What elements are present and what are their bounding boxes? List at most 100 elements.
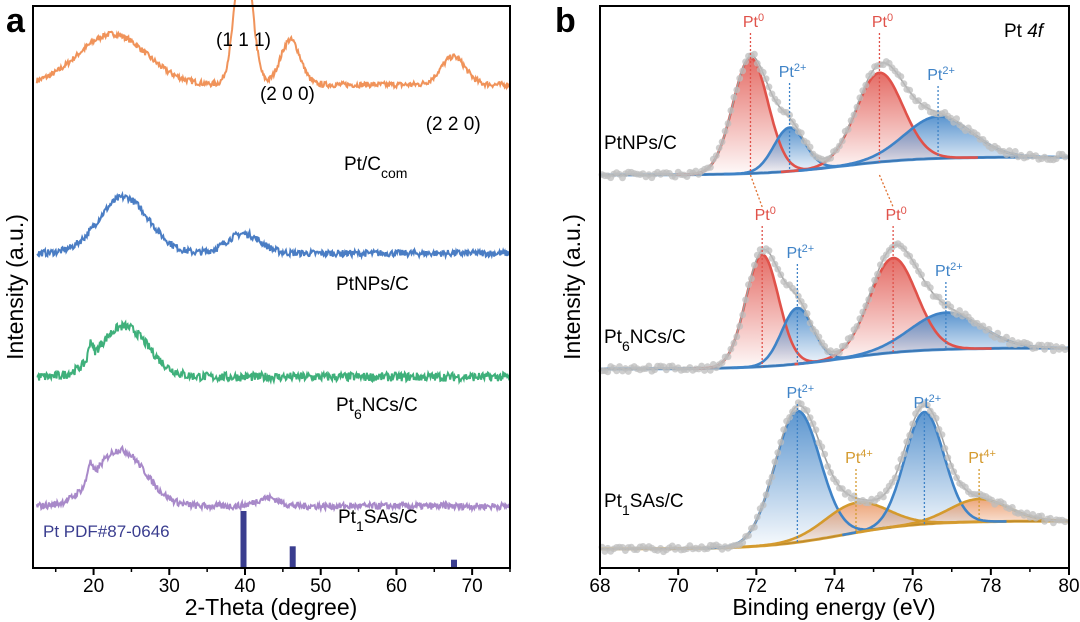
xrd-tick-label-3: 50	[310, 576, 331, 597]
xrd-peak-label-0: (1 1 1)	[216, 30, 271, 51]
xps-data-point	[918, 271, 925, 279]
panel-label-b: b	[555, 2, 576, 40]
xps-data-point	[850, 111, 858, 119]
xps-tick-label-2: 72	[746, 576, 767, 597]
xps-data-point	[803, 310, 811, 317]
xps-data-point	[812, 426, 820, 434]
xps-component-fill-0-1	[723, 127, 856, 175]
xrd-sample-label-1: PtNPs/C	[336, 274, 409, 295]
xps-data-point	[806, 319, 814, 327]
xps-component-fill-0-0	[676, 58, 824, 175]
xps-component-fill-1-3	[798, 312, 1069, 364]
xrd-peak-label-2: (2 2 0)	[426, 114, 481, 135]
xps-component-label-4: Pt0	[755, 205, 776, 224]
xps-data-point	[862, 302, 870, 310]
xrd-x-axis: 20 30 40 50 60 70	[54, 568, 511, 597]
xps-data-point	[803, 407, 811, 414]
reference-stick-2	[451, 559, 457, 567]
xps-data-point	[836, 349, 843, 357]
xps-data-point	[733, 86, 741, 94]
xps-data-point	[739, 311, 747, 319]
xps-data-point	[748, 275, 755, 282]
xps-data-point	[906, 431, 914, 439]
xps-data-point	[827, 469, 834, 476]
xps-data-point	[727, 345, 735, 353]
xps-data-point	[1003, 333, 1010, 341]
xps-data-point	[824, 463, 832, 470]
xrd-tick-label-1: 30	[159, 576, 180, 597]
xrd-tick-label-4: 60	[386, 576, 407, 597]
xps-data-point	[941, 445, 949, 452]
xps-data-point	[994, 329, 1002, 337]
xps-data-point	[765, 247, 773, 255]
xps-data-point	[909, 420, 917, 428]
xps-data-point	[712, 152, 720, 160]
xps-data-point	[859, 87, 867, 94]
xps-tick-label-5: 78	[980, 576, 1001, 597]
xps-data-point	[947, 303, 955, 311]
xps-data-point	[800, 302, 808, 310]
xps-data-point	[950, 468, 958, 475]
xps-data-point	[739, 539, 747, 546]
xps-data-point	[833, 478, 840, 486]
xps-data-point	[797, 400, 805, 408]
xps-data-point	[874, 270, 881, 278]
xps-data-point	[765, 83, 773, 91]
xps-data-point	[707, 163, 714, 171]
xps-data-point	[1061, 518, 1069, 526]
xps-data-point	[815, 333, 823, 341]
xps-data-point	[841, 342, 849, 349]
xps-data-point	[774, 449, 782, 456]
xps-data-point	[751, 523, 758, 531]
xps-raw-data-1	[598, 240, 1069, 376]
xps-data-point	[926, 284, 934, 292]
xps-data-point	[856, 315, 864, 322]
xps-data-point	[877, 261, 884, 269]
xrd-series-1	[36, 190, 511, 261]
xps-data-point	[935, 293, 943, 301]
xps-data-point	[818, 443, 826, 451]
xps-data-point	[838, 485, 846, 492]
xps-data-point	[724, 353, 732, 361]
xps-component-label-2: Pt0	[872, 12, 893, 31]
xps-data-point	[765, 479, 773, 486]
xps-data-point	[827, 154, 834, 162]
xps-shift-line-0	[749, 174, 763, 208]
xps-sample-label-0: PtNPs/C	[604, 133, 677, 154]
xrd-x-axis-title: 2-Theta (degree)	[185, 594, 358, 620]
xps-x-axis-title: Binding energy (eV)	[732, 594, 935, 620]
xps-component-fill-2-0	[702, 411, 892, 549]
xps-data-point	[1008, 504, 1016, 511]
xps-data-point	[906, 252, 914, 260]
xps-data-point	[912, 262, 919, 269]
xps-core-level-annotation: Pt 4f	[1004, 21, 1045, 42]
xps-data-point	[777, 438, 785, 446]
xps-sample-0: PtNPs/C	[598, 50, 1069, 182]
xps-data-point	[923, 103, 931, 111]
xrd-sample-label-3: Pt1SAs/C	[338, 507, 418, 534]
xps-sample-1: Pt6NCs/C	[598, 240, 1069, 376]
xps-data-point	[768, 255, 776, 262]
xrd-panel: Pt/Ccom PtNPs/C Pt6NCs/C Pt1SAs/C (1 1 1) (2 …	[2, 0, 511, 620]
xps-sample-2: Pt1SAs/C	[598, 399, 1070, 556]
xps-data-point	[809, 420, 817, 428]
xps-component-line-0-2	[780, 71, 978, 174]
xps-data-point	[847, 117, 855, 124]
xps-data-point	[753, 251, 761, 259]
xps-data-point	[730, 339, 738, 347]
xrd-series-3	[35, 444, 511, 514]
xps-data-point	[838, 137, 846, 145]
xps-plot-area: PtNPs/C Pt6NCs/C Pt1SAs/C Pt0 Pt2+ Pt0 Pt2+ Pt0…	[598, 12, 1070, 556]
xps-data-point	[985, 325, 993, 333]
xps-component-label-6: Pt0	[886, 205, 907, 224]
xps-data-point	[742, 58, 749, 66]
xps-data-point	[806, 414, 814, 421]
xps-data-point	[768, 90, 776, 98]
xps-data-point	[862, 81, 870, 89]
xps-tick-label-1: 70	[668, 576, 689, 597]
xps-data-point	[868, 286, 875, 294]
xps-data-point	[836, 142, 843, 150]
xps-data-point	[721, 127, 729, 135]
xps-data-point	[947, 462, 955, 470]
